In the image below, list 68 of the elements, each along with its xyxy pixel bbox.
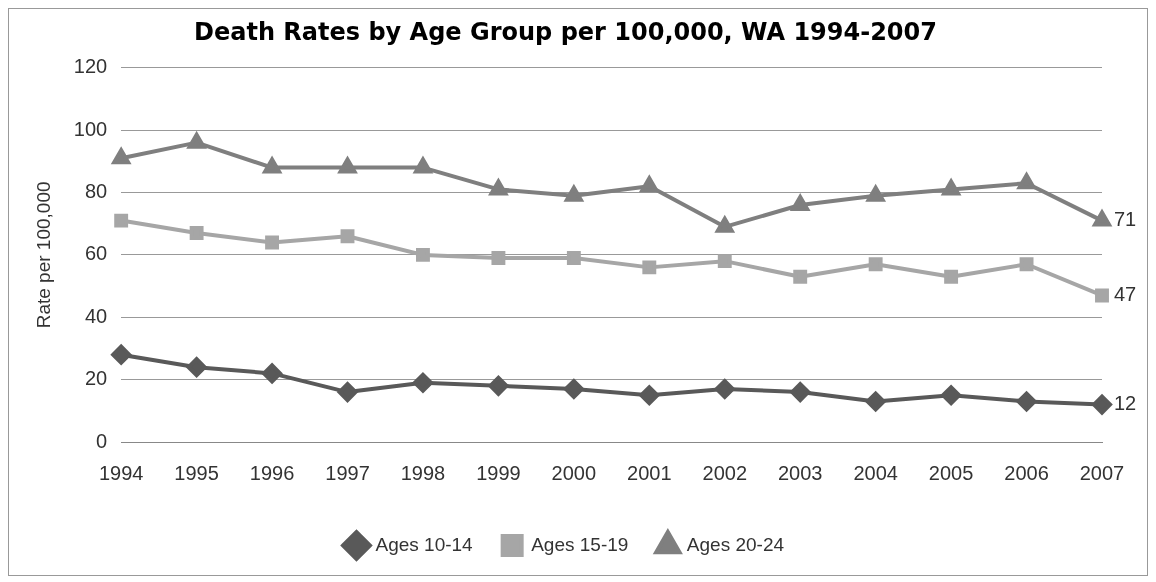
- y-tick-label: 20: [84, 367, 108, 390]
- x-tick-label: 1999: [476, 461, 521, 484]
- point: [941, 385, 962, 406]
- x-tick-label: 2006: [1004, 461, 1049, 484]
- point: [866, 185, 885, 202]
- point: [488, 375, 509, 396]
- point: [340, 229, 355, 244]
- x-tick-label: 2002: [702, 461, 748, 484]
- point: [1092, 394, 1112, 415]
- legend-label: Ages 15-19: [531, 533, 629, 555]
- point: [112, 148, 131, 165]
- point: [337, 382, 358, 403]
- point: [416, 247, 430, 262]
- x-tick-label: 2001: [627, 461, 672, 484]
- point: [337, 155, 358, 174]
- legend-label: Ages 20-24: [686, 533, 785, 555]
- point: [640, 176, 659, 193]
- x-tick-label: 2003: [777, 461, 823, 484]
- legend-label: Ages 10-14: [375, 533, 474, 555]
- x-tick-label: 1998: [400, 461, 446, 484]
- point: [1095, 288, 1109, 303]
- point: [563, 378, 584, 399]
- point: [944, 269, 959, 284]
- x-tick-label: 1994: [98, 461, 144, 484]
- y-tick-label: 60: [84, 242, 108, 265]
- data-label: 12: [1114, 392, 1137, 415]
- x-tick-label: 1997: [325, 461, 370, 484]
- x-tick-label: 2007: [1079, 461, 1125, 484]
- x-tick-label: 2005: [928, 461, 974, 484]
- y-tick-label: 40: [84, 304, 108, 327]
- point: [566, 251, 581, 265]
- point: [114, 213, 129, 228]
- point: [489, 179, 508, 196]
- point: [642, 260, 657, 275]
- data-label: 47: [1114, 282, 1137, 305]
- x-tick-label: 2004: [853, 461, 898, 484]
- point: [563, 183, 584, 202]
- point: [491, 251, 506, 265]
- y-axis-title: Rate per 100,000: [32, 181, 54, 329]
- point: [639, 385, 660, 406]
- chart-title: Death Rates by Age Group per 100,000, WA 1994-2007: [194, 17, 937, 46]
- x-tick-label: 1995: [174, 461, 219, 484]
- point: [1019, 257, 1034, 272]
- point: [412, 372, 433, 393]
- y-tick-label: 100: [73, 117, 108, 140]
- point: [790, 382, 811, 403]
- x-tick-label: 2000: [551, 461, 597, 484]
- point: [111, 344, 132, 365]
- point: [717, 254, 732, 269]
- point: [189, 226, 204, 241]
- data-label: 71: [1114, 208, 1137, 231]
- point: [715, 216, 734, 233]
- point: [1016, 391, 1037, 412]
- x-tick-label: 1996: [249, 461, 295, 484]
- point: [187, 132, 206, 149]
- point: [942, 179, 961, 196]
- point: [1017, 173, 1036, 190]
- y-tick-label: 80: [84, 180, 108, 203]
- point: [262, 363, 283, 384]
- point: [186, 357, 207, 378]
- point: [865, 391, 886, 412]
- point: [714, 378, 735, 399]
- point: [265, 235, 280, 250]
- point: [868, 257, 883, 272]
- point: [791, 195, 810, 212]
- point: [793, 269, 808, 284]
- y-tick-label: 120: [73, 55, 108, 78]
- y-tick-label: 0: [96, 429, 108, 452]
